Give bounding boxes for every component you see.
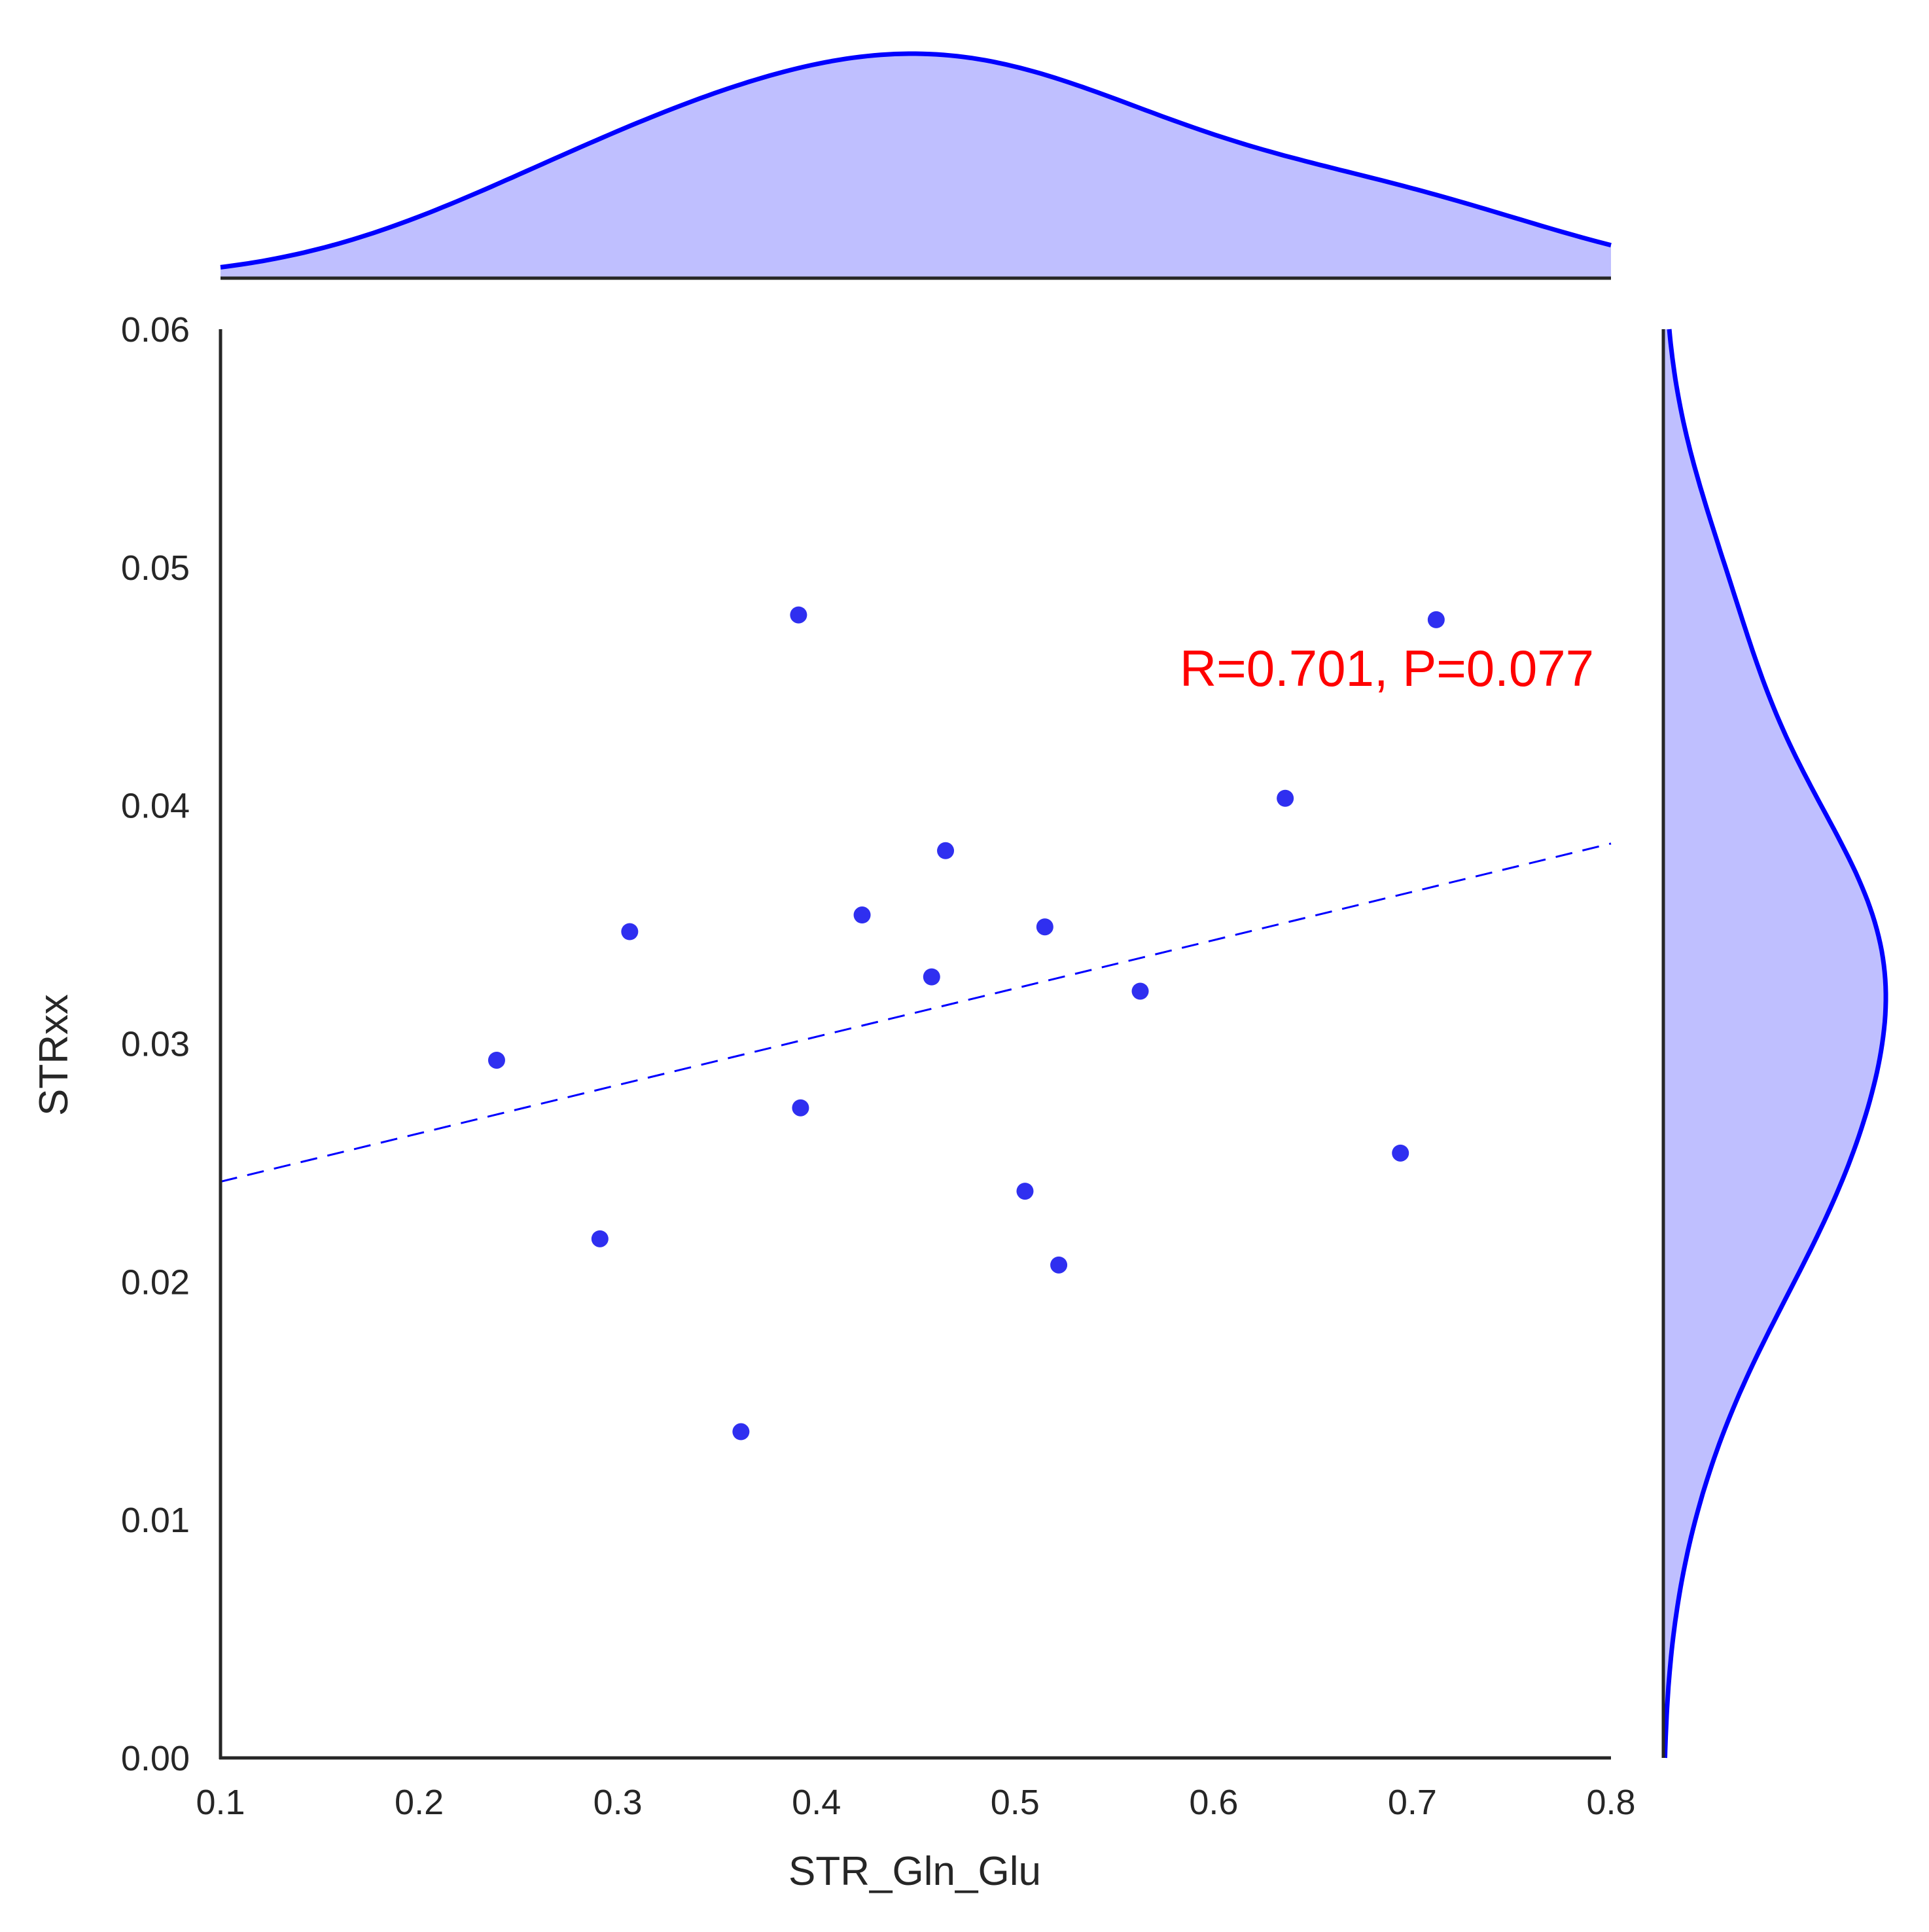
x-tick-label: 0.5 (991, 1783, 1040, 1822)
x-tick-label: 0.1 (196, 1783, 245, 1822)
data-point (1036, 918, 1053, 936)
right-kde-fill (1663, 329, 1886, 1758)
data-point (591, 1230, 609, 1247)
data-point (790, 606, 807, 624)
y-ticks: 0.00 0.01 0.02 0.03 0.04 0.05 0.06 (121, 310, 190, 1778)
x-axis-label: STR_Gln_Glu (788, 1849, 1041, 1894)
x-tick-label: 0.8 (1586, 1783, 1635, 1822)
data-point (487, 1051, 505, 1069)
right-marginal-kde (1661, 329, 1888, 1759)
x-tick-label: 0.4 (792, 1783, 841, 1822)
data-point (923, 968, 940, 986)
top-kde-line (220, 51, 1612, 270)
y-tick-label: 0.02 (121, 1262, 190, 1302)
data-point (1050, 1256, 1068, 1274)
x-tick-label: 0.2 (395, 1783, 444, 1822)
x-tick-label: 0.7 (1388, 1783, 1437, 1822)
scatter-points (487, 606, 1445, 1440)
y-tick-label: 0.00 (121, 1739, 190, 1778)
data-point (853, 906, 871, 924)
data-point (1277, 789, 1294, 807)
data-point (621, 923, 639, 940)
y-tick-label: 0.03 (121, 1025, 190, 1064)
x-tick-label: 0.6 (1189, 1783, 1238, 1822)
data-point (1016, 1183, 1034, 1200)
data-point (792, 1099, 809, 1117)
top-marginal-kde (220, 51, 1612, 280)
correlation-annotation: R=0.701, P=0.077 (1180, 639, 1594, 697)
data-point (1131, 982, 1149, 1000)
data-point (1427, 611, 1445, 628)
y-tick-label: 0.01 (121, 1501, 190, 1540)
regression-line-group (220, 842, 1612, 1183)
regression-line (220, 842, 1612, 1183)
x-ticks: 0.1 0.2 0.3 0.4 0.5 0.6 0.7 0.8 (196, 1783, 1635, 1822)
data-point (937, 842, 955, 859)
y-tick-label: 0.05 (121, 548, 190, 588)
y-tick-label: 0.04 (121, 787, 190, 826)
y-tick-label: 0.06 (121, 310, 190, 349)
axes (219, 329, 1611, 1760)
y-axis-label: STRxx (31, 994, 77, 1116)
right-kde-line (1663, 329, 1888, 1759)
data-point (1392, 1144, 1409, 1162)
data-point (732, 1423, 750, 1440)
x-tick-label: 0.3 (593, 1783, 643, 1822)
top-kde-fill (221, 54, 1611, 278)
